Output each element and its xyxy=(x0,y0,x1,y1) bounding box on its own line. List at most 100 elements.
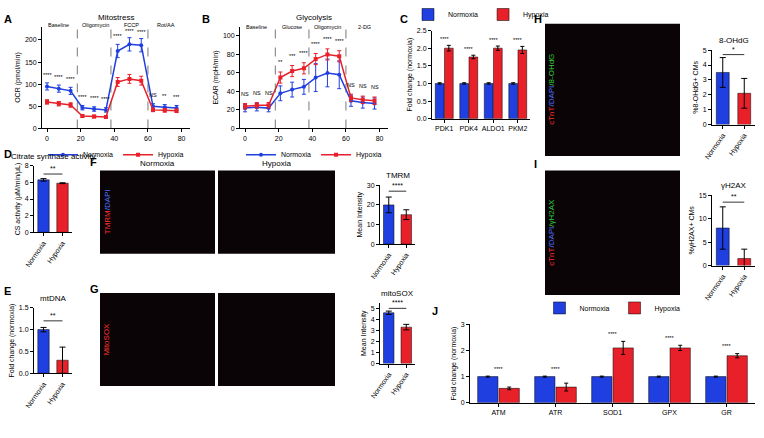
svg-text:NS: NS xyxy=(371,84,379,90)
svg-text:NS: NS xyxy=(253,90,261,96)
svg-text:SOD1: SOD1 xyxy=(603,409,622,416)
svg-text:0: 0 xyxy=(461,399,465,406)
svg-text:****: **** xyxy=(513,37,522,43)
svg-text:4: 4 xyxy=(703,61,707,68)
svg-text:Normoxia: Normoxia xyxy=(448,11,478,18)
svg-text:0: 0 xyxy=(231,125,235,132)
svg-text:1: 1 xyxy=(703,106,707,113)
svg-text:80: 80 xyxy=(376,135,384,142)
svg-text:0.5: 0.5 xyxy=(417,98,427,105)
svg-text:****: **** xyxy=(494,366,503,372)
svg-text:150: 150 xyxy=(25,59,37,66)
svg-text:2: 2 xyxy=(371,338,375,345)
svg-text:Normoxia: Normoxia xyxy=(24,240,47,269)
svg-text:20: 20 xyxy=(367,201,375,208)
svg-text:cTnT/DAPI/8-OHdG: cTnT/DAPI/8-OHdG xyxy=(547,54,556,125)
svg-text:10: 10 xyxy=(367,221,375,228)
svg-text:40: 40 xyxy=(110,135,118,142)
svg-text:200: 200 xyxy=(25,36,37,43)
svg-text:Mitostress: Mitostress xyxy=(98,13,134,22)
svg-text:Normoxia: Normoxia xyxy=(704,273,727,302)
svg-text:0.0: 0.0 xyxy=(417,115,427,122)
svg-text:*: * xyxy=(732,46,735,53)
svg-text:40: 40 xyxy=(227,88,235,95)
svg-text:****: **** xyxy=(66,76,75,82)
svg-text:PKM2: PKM2 xyxy=(508,125,527,132)
svg-text:γH2AX: γH2AX xyxy=(721,181,747,190)
svg-text:ATM: ATM xyxy=(491,409,505,416)
svg-text:****: **** xyxy=(90,95,99,101)
svg-text:**: ** xyxy=(162,93,167,99)
svg-text:E: E xyxy=(4,285,11,297)
svg-text:C: C xyxy=(400,13,408,25)
svg-text:80: 80 xyxy=(227,51,235,58)
svg-text:****: **** xyxy=(551,366,560,372)
svg-text:G: G xyxy=(90,283,99,295)
svg-text:PDK4: PDK4 xyxy=(460,125,478,132)
svg-text:***: *** xyxy=(173,94,180,100)
svg-text:0.0: 0.0 xyxy=(19,370,29,377)
svg-text:0.5: 0.5 xyxy=(19,348,29,355)
svg-text:5: 5 xyxy=(703,47,707,54)
svg-text:OCR (pmol/min): OCR (pmol/min) xyxy=(14,52,22,103)
svg-text:CS activity (μM/min/μL): CS activity (μM/min/μL) xyxy=(14,163,22,236)
svg-text:cTnT/DAPI/γH2AX: cTnT/DAPI/γH2AX xyxy=(547,199,556,266)
svg-text:5: 5 xyxy=(703,239,707,246)
svg-text:NS: NS xyxy=(359,83,367,89)
svg-text:Hypoxia: Hypoxia xyxy=(158,151,183,159)
svg-text:Baseline: Baseline xyxy=(48,22,69,28)
svg-text:****: **** xyxy=(113,33,122,39)
svg-text:60: 60 xyxy=(227,69,235,76)
svg-text:3: 3 xyxy=(461,321,465,328)
svg-text:%γH2AX+ CMs: %γH2AX+ CMs xyxy=(688,206,696,255)
svg-text:****: **** xyxy=(299,50,308,56)
svg-text:2-DG: 2-DG xyxy=(358,24,371,30)
svg-text:0: 0 xyxy=(703,262,707,269)
svg-text:1.5: 1.5 xyxy=(19,304,29,311)
svg-text:****: **** xyxy=(392,182,403,189)
svg-text:Fold change (normoxia): Fold change (normoxia) xyxy=(8,304,16,378)
svg-text:TMRM: TMRM xyxy=(386,171,410,180)
svg-text:50: 50 xyxy=(29,103,37,110)
svg-text:100: 100 xyxy=(25,81,37,88)
svg-text:2.5: 2.5 xyxy=(417,27,427,34)
svg-text:B: B xyxy=(202,13,210,25)
svg-text:GR: GR xyxy=(721,409,732,416)
svg-text:Mean Intensity: Mean Intensity xyxy=(360,310,368,356)
svg-text:60: 60 xyxy=(342,135,350,142)
svg-text:****: **** xyxy=(323,36,332,42)
svg-text:0: 0 xyxy=(371,360,375,367)
svg-text:Oligomycin: Oligomycin xyxy=(314,24,341,30)
svg-text:mitoSOX: mitoSOX xyxy=(381,289,414,298)
svg-text:I: I xyxy=(534,158,537,170)
svg-text:0: 0 xyxy=(371,241,375,248)
svg-text:H: H xyxy=(534,13,542,25)
svg-text:A: A xyxy=(4,13,12,25)
svg-text:Citrate synthase activity: Citrate synthase activity xyxy=(11,152,95,161)
svg-text:****: **** xyxy=(608,331,617,337)
svg-text:40: 40 xyxy=(308,135,316,142)
svg-text:Baseline: Baseline xyxy=(246,24,267,30)
svg-text:2: 2 xyxy=(703,91,707,98)
svg-text:Hypoxia: Hypoxia xyxy=(523,11,548,19)
svg-text:6: 6 xyxy=(25,179,29,186)
svg-text:**: ** xyxy=(278,59,283,65)
svg-text:ALDO1: ALDO1 xyxy=(482,125,505,132)
svg-text:Hypoxia: Hypoxia xyxy=(728,273,749,298)
svg-text:%8-OHdG+ CMs: %8-OHdG+ CMs xyxy=(692,61,699,114)
svg-text:2: 2 xyxy=(25,212,29,219)
svg-text:3: 3 xyxy=(703,76,707,83)
svg-text:0: 0 xyxy=(25,229,29,236)
svg-text:****: **** xyxy=(392,299,403,306)
svg-text:Normoxia: Normoxia xyxy=(370,371,393,400)
svg-text:F: F xyxy=(90,156,97,168)
svg-text:***: *** xyxy=(289,53,296,59)
svg-text:Oligomycin: Oligomycin xyxy=(82,22,109,28)
svg-text:8-OHdG: 8-OHdG xyxy=(719,36,749,45)
svg-text:****: **** xyxy=(722,343,731,349)
svg-text:3: 3 xyxy=(371,327,375,334)
svg-text:****: **** xyxy=(489,37,498,43)
svg-text:Glycolysis: Glycolysis xyxy=(296,13,332,22)
svg-text:NS: NS xyxy=(347,82,355,88)
svg-text:4: 4 xyxy=(371,316,375,323)
